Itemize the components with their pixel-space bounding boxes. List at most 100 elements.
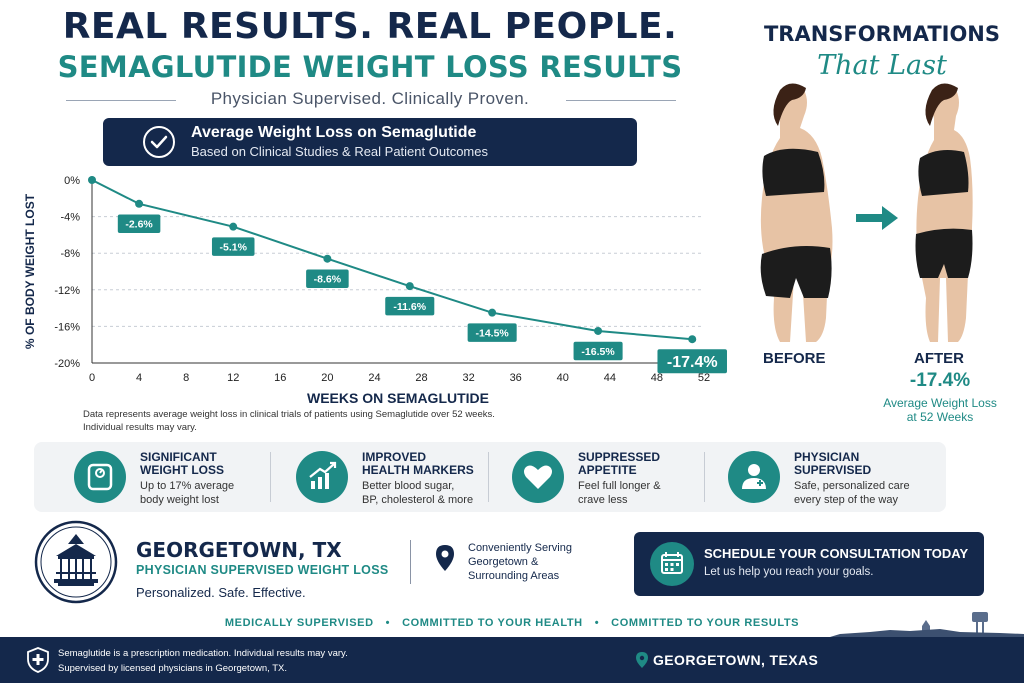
map-pin-icon [436,545,454,571]
feature-title-line-2: HEALTH MARKERS [362,463,474,477]
location-tagline: Personalized. Safe. Effective. [136,585,306,600]
bullet-separator: • [385,617,391,629]
bullet-separator: • [594,617,600,629]
data-label-box [385,296,435,316]
feature-title-line-1: SIGNIFICANT [140,450,217,464]
series-line [91,179,693,341]
data-label: -17.4% [667,354,718,371]
data-point [135,199,144,208]
feature-desc-line-2: every step of the way [794,494,898,506]
data-label: -2.6% [125,219,153,231]
x-tick-label: 32 [462,372,474,384]
transformations-title: TRANSFORMATIONS [763,22,1001,46]
features-strip: SIGNIFICANT WEIGHT LOSS Up to 17% average… [34,442,946,512]
y-tick-label: -4% [60,212,80,224]
feature-desc: Better blood sugar, BP, cholesterol & mor… [362,479,522,507]
commitments-bar: MEDICALLY SUPERVISED • COMMITTED TO YOUR H… [0,617,1024,629]
cta-subtitle: Let us help you reach your goals. [704,566,874,578]
feature-title-line-2: WEIGHT LOSS [140,463,224,477]
data-label: -14.5% [476,327,510,339]
data-point [405,282,414,291]
feature-desc: Up to 17% average body weight lost [140,479,300,507]
data-label-box [573,341,623,361]
feature-desc-line-2: crave less [578,494,628,506]
after-label: AFTER [914,350,964,367]
commitment-item: COMMITTED TO YOUR RESULTS [611,617,800,629]
shield-icon [27,647,49,673]
divider-left [66,100,176,101]
feature-desc-line-2: BP, cholesterol & more [362,494,474,506]
data-label: -5.1% [220,241,248,253]
feature-desc-line-1: Feel full longer & [578,480,661,492]
y-tick-label: -20% [54,358,80,370]
x-tick-label: 40 [557,372,569,384]
footnote-line-1: Data represents average weight loss in c… [83,409,495,420]
feature-desc-line-2: body weight lost [140,494,219,506]
data-label: -8.6% [314,273,342,285]
data-point [594,326,603,335]
scale-icon [74,451,126,503]
feature-title: IMPROVED HEALTH MARKERS [362,451,502,477]
after-caption-line-2: at 52 Weeks [906,410,974,424]
y-tick-label: 0% [64,175,80,187]
feature-title: SUPPRESSED APPETITE [578,451,718,477]
checkmark-icon [143,126,175,158]
y-tick-label: -12% [54,285,80,297]
schedule-consultation-button[interactable]: SCHEDULE YOUR CONSULTATION TODAY Let us … [634,532,984,596]
headline: REAL RESULTS. REAL PEOPLE. [62,6,678,47]
before-label: BEFORE [763,350,826,367]
banner-subtitle: Based on Clinical Studies & Real Patient… [191,144,488,159]
feature-desc: Feel full longer & crave less [578,479,738,507]
gazebo-logo [34,520,118,604]
footer-location: GEORGETOWN, TEXAS [653,652,819,668]
calendar-icon [650,542,694,586]
feature-title-line-1: SUPPRESSED [578,450,661,464]
footnote-line-2: Individual results may vary. [83,422,197,433]
feature-title-line-1: IMPROVED [362,450,427,464]
data-label-box [467,323,517,342]
doctor-icon [728,451,780,503]
y-tick-label: -16% [54,321,80,333]
feature-title: SIGNIFICANT WEIGHT LOSS [140,451,280,477]
after-caption: Average Weight Loss at 52 Weeks [860,396,1020,424]
footer-disclaimer-2: Supervised by licensed physicians in Geo… [58,663,288,674]
x-tick-label: 44 [604,372,616,384]
x-tick-label: 12 [227,372,239,384]
feature-divider [704,452,705,502]
data-point [229,222,238,231]
transformations-script: That Last [817,50,947,81]
heart-icon [512,451,564,503]
x-tick-label: 0 [89,372,95,384]
feature-divider [270,452,271,502]
data-label: -16.5% [581,346,615,358]
footer: Semaglutide is a prescription medication… [0,637,1024,683]
arrow-right-icon [856,206,898,230]
chart-banner: Average Weight Loss on Semaglutide Based… [103,118,637,166]
feature-desc-line-1: Up to 17% average [140,480,235,492]
banner-title: Average Weight Loss on Semaglutide [191,124,477,141]
data-label: -11.6% [393,301,426,313]
x-tick-label: 16 [274,372,286,384]
x-tick-label: 8 [183,372,189,384]
serving-line-1: Conveniently Serving [468,542,572,554]
commitment-item: MEDICALLY SUPERVISED [224,617,374,629]
after-percent: -17.4% [909,370,971,391]
before-figure [760,83,833,342]
y-tick-label: -8% [60,248,80,260]
y-axis-title: % OF BODY WEIGHT LOST [23,193,37,349]
location-subtitle: PHYSICIAN SUPERVISED WEIGHT LOSS [136,563,389,577]
weight-loss-chart: 0%-4%-8%-12%-16%-20%0 4 8 12 16 20 24 28 32 36 40 4… [23,175,727,406]
footer-disclaimer-1: Semaglutide is a prescription medication… [58,648,348,659]
location-divider [410,540,411,584]
serving-line-3: Surrounding Areas [468,570,560,582]
skyline-illustration [830,612,1024,637]
data-point [688,335,697,344]
x-tick-label: 4 [136,372,142,384]
cta-title: SCHEDULE YOUR CONSULTATION TODAY [704,546,969,561]
feature-divider [488,452,489,502]
x-axis-title: WEEKS ON SEMAGLUTIDE [307,390,489,406]
after-figure [915,83,973,342]
data-point [488,308,497,317]
feature-desc-line-1: Better blood sugar, [362,480,455,492]
x-tick-label: 28 [415,372,427,384]
